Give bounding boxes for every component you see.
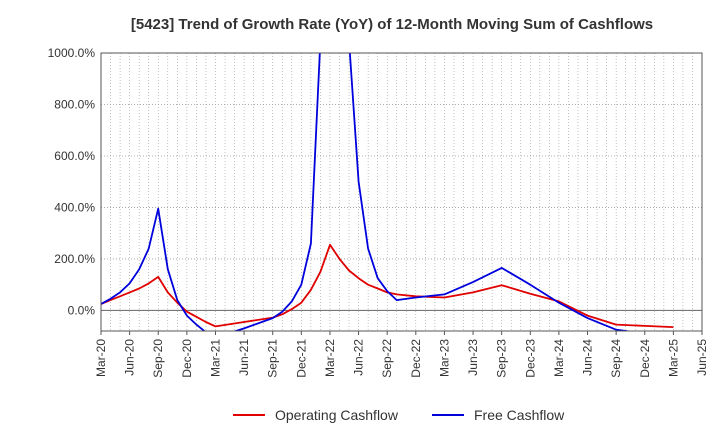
x-tick-label: Jun-21 [237, 339, 251, 376]
x-tick-label: Jun-22 [352, 339, 366, 376]
x-tick-label: Jun-20 [123, 339, 137, 376]
x-tick-label: Sep-24 [609, 339, 623, 378]
x-tick-label: Dec-24 [638, 339, 652, 378]
series-lines [101, 53, 674, 331]
legend-free-label: Free Cashflow [474, 407, 565, 423]
x-tick-label: Mar-23 [437, 339, 451, 377]
x-axis-ticks: Mar-20 Jun-20 Sep-20 Dec-20 Mar-21 Jun-21 Sep-… [94, 331, 709, 378]
x-tick-label: Mar-20 [94, 339, 108, 377]
x-tick-label: Sep-22 [380, 339, 394, 378]
y-tick-label: 800.0% [54, 97, 95, 111]
x-tick-label: Dec-20 [180, 339, 194, 378]
y-tick-label: 0.0% [68, 303, 96, 317]
x-tick-label: Sep-23 [495, 339, 509, 378]
x-tick-label: Mar-22 [323, 339, 337, 377]
x-tick-label: Mar-25 [666, 339, 680, 377]
x-tick-label: Mar-21 [208, 339, 222, 377]
operating-cashflow-line [101, 243, 674, 328]
y-tick-label: 200.0% [54, 252, 95, 266]
chart-title: [5423] Trend of Growth Rate (YoY) of 12-… [131, 16, 653, 33]
x-tick-label: Jun-23 [466, 339, 480, 376]
legend-operating-label: Operating Cashflow [275, 407, 399, 423]
x-tick-label: Jun-25 [695, 339, 709, 376]
x-tick-label: Dec-21 [294, 339, 308, 378]
x-tick-label: Sep-20 [151, 339, 165, 378]
y-axis-ticks: 0.0% 200.0% 400.0% 600.0% 800.0% 1000.0% [48, 46, 96, 317]
x-tick-label: Sep-21 [266, 339, 280, 378]
x-tick-label: Mar-24 [552, 339, 566, 377]
y-tick-label: 1000.0% [48, 46, 96, 60]
legend: Operating Cashflow Free Cashflow [233, 407, 565, 423]
y-tick-label: 600.0% [54, 149, 95, 163]
free-cashflow-line [101, 53, 633, 331]
x-tick-label: Dec-22 [409, 339, 423, 378]
x-tick-label: Dec-23 [523, 339, 537, 378]
x-tick-label: Jun-24 [581, 339, 595, 376]
grid [101, 52, 702, 331]
plot-frame [100, 52, 703, 332]
y-tick-label: 400.0% [54, 200, 95, 214]
